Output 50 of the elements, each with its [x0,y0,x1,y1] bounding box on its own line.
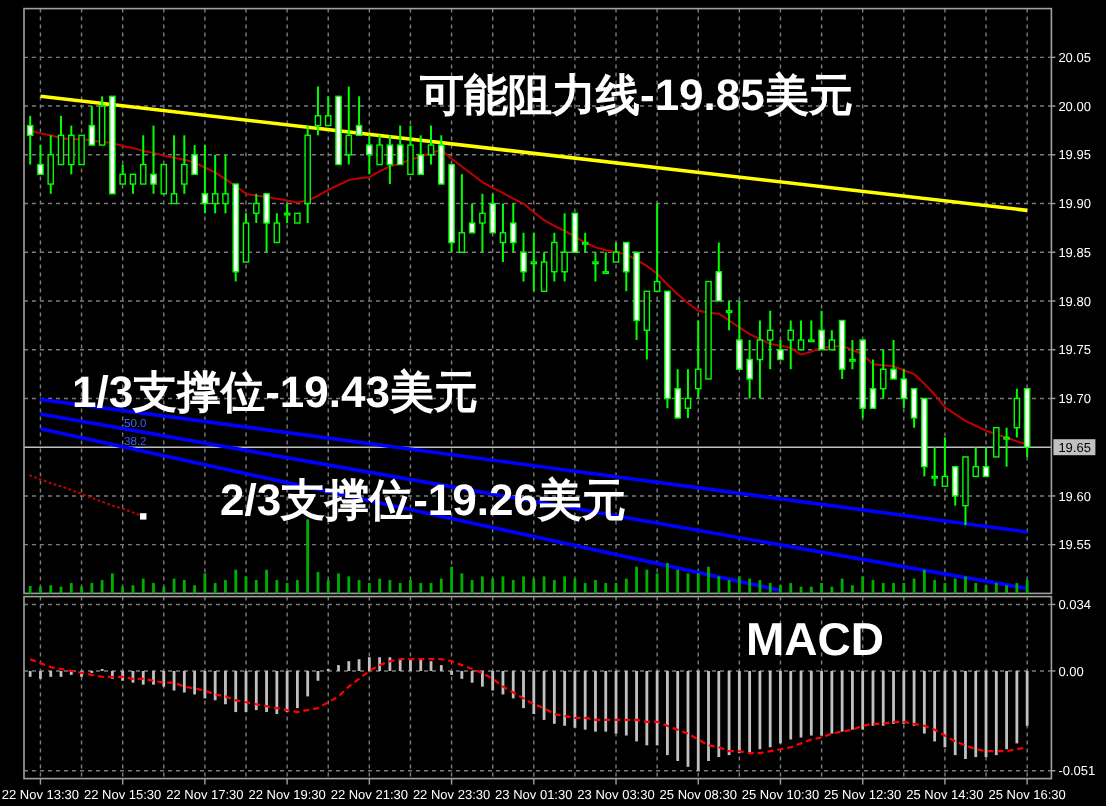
candlestick [170,134,178,205]
candlestick [1013,387,1021,439]
candlestick [129,173,137,195]
candlestick [869,358,877,410]
candlestick [643,290,651,361]
candlestick [26,114,34,166]
candlestick [396,124,404,166]
annotation: 1/3支撑位-19.43美元 [72,367,478,417]
candlestick [766,309,774,371]
candlestick [797,319,805,351]
candlestick [540,251,548,293]
candlestick [602,251,610,275]
annotation: 可能阻力线-19.85美元 [418,70,853,120]
candlestick [653,202,661,293]
candlestick [756,319,764,400]
candlestick [828,329,836,351]
candlestick [612,241,620,264]
candlestick [427,124,435,166]
chart-title: MACD [746,613,884,665]
candlestick [715,241,723,302]
candlestick [941,436,949,488]
candlestick [592,251,599,283]
line-series [29,658,1029,755]
candlestick [201,144,209,215]
candlestick [88,105,96,147]
candlestick [581,231,589,254]
candlestick [468,202,476,234]
candlestick [787,319,795,371]
candlestick [283,202,291,225]
candlestick [951,465,959,507]
candlestick [211,153,219,215]
candlestick [725,300,733,332]
line-series [29,474,145,518]
candlestick [57,114,65,166]
candlestick [386,134,394,186]
candlestick [499,202,507,264]
candlestick [910,387,918,429]
candlestick [684,368,692,419]
candlestick [900,368,908,410]
candlestick [777,338,784,361]
candlestick [242,212,250,264]
candlestick [458,173,466,254]
candlestick [355,95,363,137]
candlestick [931,446,938,488]
candlestick [314,85,322,137]
candlestick [98,95,106,147]
candlestick [273,212,281,244]
candlestick [571,212,579,253]
candlestick [509,202,517,254]
candlestick [982,446,990,478]
